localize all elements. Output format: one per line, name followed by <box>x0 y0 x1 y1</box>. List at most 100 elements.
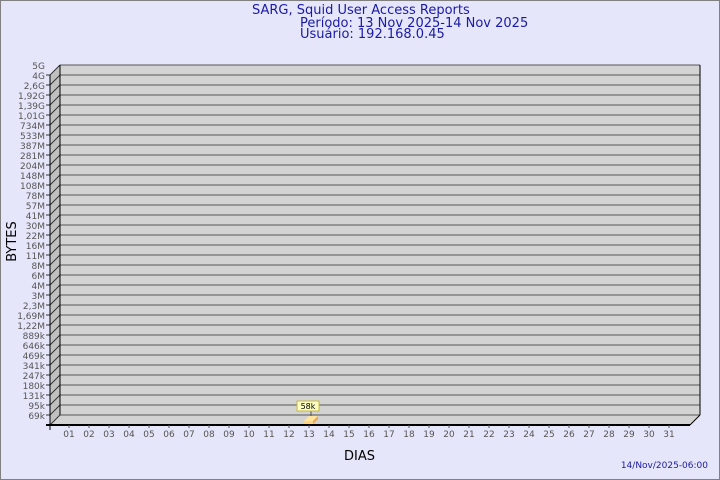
y-tick-label: 1,92G <box>18 92 45 102</box>
grid-diagonal <box>49 394 61 406</box>
y-tick-label: 4M <box>32 282 46 292</box>
y-tick-label: 469k <box>23 352 46 362</box>
y-tick-label: 2,3M <box>23 302 45 312</box>
grid-diagonal <box>49 84 61 96</box>
x-tick-label: 20 <box>443 430 455 440</box>
grid-diagonal <box>49 144 61 156</box>
grid-diagonal <box>49 364 61 376</box>
y-tick-label: 95k <box>28 402 45 412</box>
y-tick-label: 22M <box>26 232 45 242</box>
x-tick-label: 19 <box>423 430 435 440</box>
y-tick-label: 1,39G <box>18 102 45 112</box>
x-tick-label: 24 <box>523 430 535 440</box>
bar-side <box>313 416 318 424</box>
chart-user: Usuário: 192.168.0.45 <box>300 27 445 42</box>
x-tick-label: 02 <box>83 430 94 440</box>
x-tick-label: 12 <box>283 430 294 440</box>
y-tick-label: 6M <box>32 272 46 282</box>
y-tick-label: 533M <box>20 132 45 142</box>
grid-diagonal <box>49 304 61 316</box>
grid-diagonal <box>49 404 61 416</box>
y-tick-label: 8M <box>32 262 46 272</box>
x-tick-label: 29 <box>623 430 635 440</box>
grid-diagonal <box>49 104 61 116</box>
grid-diagonal <box>49 274 61 286</box>
y-tick-label: 78M <box>26 192 45 202</box>
y-tick-label: 4G <box>32 72 45 82</box>
grid-diagonal <box>49 354 61 366</box>
y-tick-label: 204M <box>20 162 45 172</box>
grid-diagonal <box>49 64 61 76</box>
grid-diagonal <box>49 224 61 236</box>
y-tick-label: 734M <box>20 122 45 132</box>
grid-diagonal <box>49 154 61 166</box>
x-tick-label: 28 <box>603 430 615 440</box>
x-tick-label: 30 <box>643 430 655 440</box>
grid-diagonal <box>49 184 61 196</box>
x-tick-label: 05 <box>143 430 154 440</box>
x-tick-label: 26 <box>563 430 575 440</box>
x-tick-label: 23 <box>503 430 514 440</box>
grid-diagonal <box>49 324 61 336</box>
y-tick-label: 387M <box>20 142 45 152</box>
x-tick-label: 13 <box>303 430 314 440</box>
y-tick-label: 5G <box>32 62 45 72</box>
grid-diagonal <box>49 344 61 356</box>
chart-period: Período: 13 Nov 2025-14 Nov 2025 <box>300 16 529 31</box>
grid-diagonal <box>49 294 61 306</box>
grid-diagonal <box>49 264 61 276</box>
y-tick-label: 131k <box>23 392 46 402</box>
grid-diagonal <box>49 414 61 426</box>
grid-diagonal <box>49 214 61 226</box>
grid-diagonal <box>49 164 61 176</box>
y-tick-label: 57M <box>26 202 45 212</box>
floor-right-edge <box>689 414 701 426</box>
y-tick-label: 1,22M <box>17 322 45 332</box>
grid-diagonal <box>49 254 61 266</box>
data-label: 58k <box>301 402 316 411</box>
timestamp: 14/Nov/2025-06:00 <box>620 461 708 471</box>
x-tick-label: 27 <box>583 430 594 440</box>
y-tick-label: 69k <box>28 412 45 422</box>
x-tick-label: 21 <box>463 430 474 440</box>
grid-diagonal <box>49 94 61 106</box>
x-tick-label: 04 <box>123 430 135 440</box>
y-tick-label: 1,69M <box>17 312 45 322</box>
x-tick-label: 11 <box>263 430 274 440</box>
y-tick-label: 646k <box>23 342 46 352</box>
grid-diagonal <box>49 334 61 346</box>
y-tick-label: 2,6G <box>24 82 45 92</box>
y-tick-label: 3M <box>32 292 46 302</box>
chart-title: SARG, Squid User Access Reports <box>252 3 470 18</box>
y-tick-label: 11M <box>26 252 45 262</box>
grid-diagonal <box>49 314 61 326</box>
y-tick-label: 180k <box>23 382 46 392</box>
grid-diagonal <box>49 134 61 146</box>
x-tick-label: 06 <box>163 430 175 440</box>
x-tick-label: 01 <box>63 430 74 440</box>
bar-top <box>304 416 318 421</box>
y-tick-label: 148M <box>20 172 45 182</box>
x-tick-label: 17 <box>383 430 394 440</box>
y-tick-label: 1,01G <box>18 112 45 122</box>
bar <box>304 421 313 424</box>
x-tick-label: 25 <box>543 430 554 440</box>
grid-diagonal <box>49 114 61 126</box>
grid-diagonal <box>49 74 61 86</box>
y-tick-label: 41M <box>26 212 45 222</box>
x-tick-label: 08 <box>203 430 215 440</box>
x-tick-label: 03 <box>103 430 114 440</box>
y-tick-label: 30M <box>26 222 45 232</box>
x-tick-label: 14 <box>323 430 335 440</box>
x-tick-label: 09 <box>223 430 235 440</box>
x-axis-label: DIAS <box>344 449 375 464</box>
grid-diagonal <box>49 174 61 186</box>
x-tick-label: 10 <box>243 430 255 440</box>
x-tick-label: 16 <box>363 430 375 440</box>
data-label-box <box>296 400 320 412</box>
grid-diagonal <box>49 124 61 136</box>
left-wall <box>50 65 60 425</box>
x-tick-label: 07 <box>183 430 194 440</box>
grid-diagonal <box>49 384 61 396</box>
x-tick-label: 18 <box>403 430 415 440</box>
